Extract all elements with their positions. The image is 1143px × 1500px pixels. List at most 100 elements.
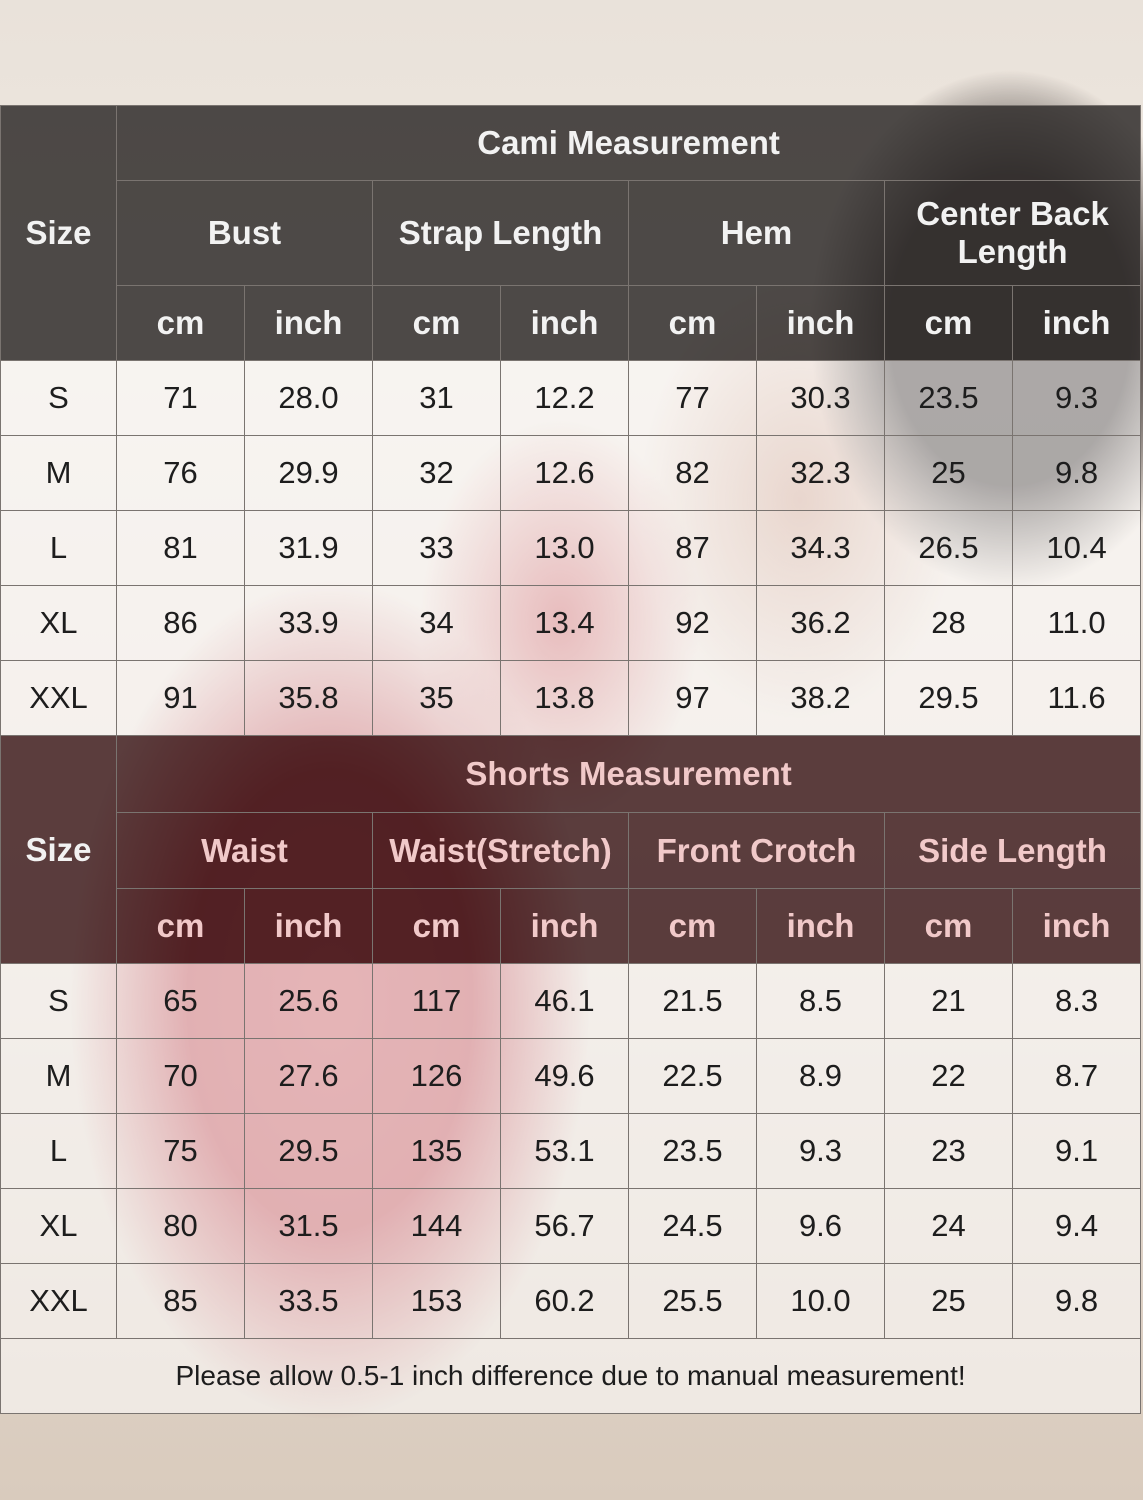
measurement-cell: 81: [116, 510, 245, 586]
cami-unit-header: cm: [116, 285, 245, 361]
measurement-cell: 8.9: [756, 1038, 885, 1114]
measurement-cell: 8.5: [756, 963, 885, 1039]
measurement-cell: 11.6: [1011, 660, 1142, 736]
measurement-cell: 29.5: [884, 660, 1013, 736]
cami-title-row: Size Cami Measurement: [0, 105, 1142, 361]
size-cell: XL: [0, 585, 117, 661]
measurement-cell: 82: [628, 435, 757, 511]
measurement-cell: 135: [372, 1113, 501, 1189]
cami-unit-row: cm inch cm inch cm inch cm inch: [1, 285, 1142, 361]
measurement-cell: 9.8: [1011, 1263, 1142, 1339]
measurement-cell: 117: [372, 963, 501, 1039]
shorts-table-row: M 70 27.6 126 49.6 22.5 8.9 22 8.7: [0, 1038, 1142, 1114]
measurement-cell: 23: [884, 1113, 1013, 1189]
measurement-cell: 21.5: [628, 963, 757, 1039]
size-cell: M: [0, 435, 117, 511]
cami-unit-header: inch: [244, 285, 373, 361]
measurement-cell: 25.5: [628, 1263, 757, 1339]
size-cell: XL: [0, 1188, 117, 1264]
measurement-cell: 46.1: [500, 963, 629, 1039]
shorts-group-header: Waist(Stretch): [372, 812, 629, 889]
measurement-cell: 126: [372, 1038, 501, 1114]
measurement-cell: 97: [628, 660, 757, 736]
measurement-cell: 12.6: [500, 435, 629, 511]
shorts-group-header: Waist: [116, 812, 373, 889]
measurement-cell: 22: [884, 1038, 1013, 1114]
measurement-cell: 12.2: [500, 360, 629, 436]
measurement-cell: 53.1: [500, 1113, 629, 1189]
cami-group-header: Center Back Length: [883, 180, 1142, 286]
measurement-cell: 26.5: [884, 510, 1013, 586]
measurement-cell: 85: [116, 1263, 245, 1339]
shorts-unit-header: inch: [500, 888, 629, 964]
shorts-group-row: Waist Waist(Stretch) Front Crotch Side Leng…: [1, 812, 1142, 889]
size-cell: XXL: [0, 1263, 117, 1339]
measurement-cell: 35: [372, 660, 501, 736]
measurement-cell: 9.3: [1011, 360, 1142, 436]
measurement-cell: 33.9: [244, 585, 373, 661]
shorts-table-row: L 75 29.5 135 53.1 23.5 9.3 23 9.1: [0, 1113, 1142, 1189]
measurement-cell: 29.5: [244, 1113, 373, 1189]
measurement-cell: 70: [116, 1038, 245, 1114]
cami-group-row: Bust Strap Length Hem Center Back Length: [1, 180, 1142, 286]
measurement-cell: 71: [116, 360, 245, 436]
cami-group-header: Bust: [116, 180, 373, 286]
measurement-cell: 76: [116, 435, 245, 511]
measurement-cell: 38.2: [756, 660, 885, 736]
size-cell: L: [0, 510, 117, 586]
measurement-cell: 27.6: [244, 1038, 373, 1114]
measurement-cell: 24.5: [628, 1188, 757, 1264]
measurement-cell: 13.4: [500, 585, 629, 661]
shorts-unit-header: cm: [884, 888, 1013, 964]
cami-unit-header: inch: [756, 285, 885, 361]
measurement-cell: 9.1: [1011, 1113, 1142, 1189]
shorts-table-row: XL 80 31.5 144 56.7 24.5 9.6 24 9.4: [0, 1188, 1142, 1264]
cami-table-row: L 81 31.9 33 13.0 87 34.3 26.5 10.4: [0, 510, 1142, 586]
measurement-cell: 22.5: [628, 1038, 757, 1114]
shorts-table-row: S 65 25.6 117 46.1 21.5 8.5 21 8.3: [0, 963, 1142, 1039]
cami-table-row: XXL 91 35.8 35 13.8 97 38.2 29.5 11.6: [0, 660, 1142, 736]
note-row: Please allow 0.5-1 inch difference due t…: [0, 1338, 1142, 1414]
size-cell: L: [0, 1113, 117, 1189]
measurement-cell: 87: [628, 510, 757, 586]
measurement-cell: 86: [116, 585, 245, 661]
cami-table-row: M 76 29.9 32 12.6 82 32.3 25 9.8: [0, 435, 1142, 511]
measurement-cell: 33: [372, 510, 501, 586]
measurement-cell: 8.3: [1011, 963, 1142, 1039]
measurement-cell: 9.6: [756, 1188, 885, 1264]
measurement-cell: 153: [372, 1263, 501, 1339]
cami-table-row: S 71 28.0 31 12.2 77 30.3 23.5 9.3: [0, 360, 1142, 436]
cami-unit-header: inch: [1011, 285, 1142, 361]
cami-group-header: Hem: [628, 180, 885, 286]
measurement-cell: 33.5: [244, 1263, 373, 1339]
measurement-note: Please allow 0.5-1 inch difference due t…: [0, 1338, 1142, 1414]
measurement-cell: 25: [884, 435, 1013, 511]
cami-size-header: Size: [0, 105, 117, 361]
measurement-cell: 24: [884, 1188, 1013, 1264]
cami-unit-header: inch: [500, 285, 629, 361]
size-cell: XXL: [0, 660, 117, 736]
measurement-cell: 34: [372, 585, 501, 661]
measurement-cell: 32: [372, 435, 501, 511]
measurement-cell: 23.5: [628, 1113, 757, 1189]
measurement-cell: 144: [372, 1188, 501, 1264]
measurement-cell: 92: [628, 585, 757, 661]
measurement-cell: 25: [884, 1263, 1013, 1339]
shorts-group-header: Front Crotch: [628, 812, 885, 889]
measurement-cell: 56.7: [500, 1188, 629, 1264]
measurement-cell: 30.3: [756, 360, 885, 436]
size-chart-table: Size Cami Measurement Bust Strap Length Hem C…: [0, 105, 1142, 1414]
measurement-cell: 32.3: [756, 435, 885, 511]
measurement-cell: 31.9: [244, 510, 373, 586]
measurement-cell: 10.4: [1011, 510, 1142, 586]
measurement-cell: 49.6: [500, 1038, 629, 1114]
size-cell: M: [0, 1038, 117, 1114]
measurement-cell: 77: [628, 360, 757, 436]
shorts-unit-header: inch: [1011, 888, 1142, 964]
measurement-cell: 75: [116, 1113, 245, 1189]
measurement-cell: 25.6: [244, 963, 373, 1039]
measurement-cell: 9.4: [1011, 1188, 1142, 1264]
shorts-title-row: Size Shorts Measurement: [0, 735, 1142, 964]
measurement-cell: 60.2: [500, 1263, 629, 1339]
measurement-cell: 21: [884, 963, 1013, 1039]
